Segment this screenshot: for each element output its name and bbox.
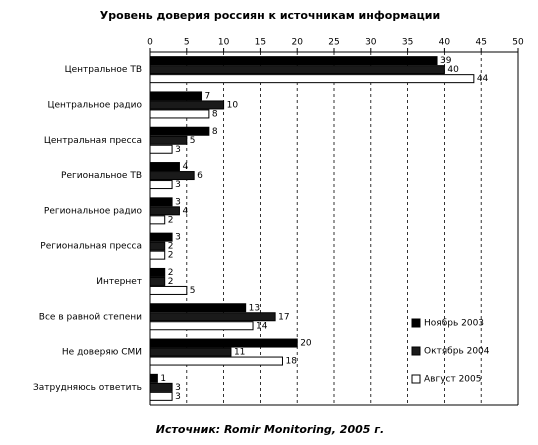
bar bbox=[149, 338, 298, 348]
data-label: 3 bbox=[175, 392, 181, 402]
legend-swatch bbox=[411, 318, 421, 328]
bar bbox=[149, 215, 166, 225]
y-tick-label: Затрудняюсь ответить bbox=[33, 383, 142, 393]
data-label: 3 bbox=[175, 197, 181, 207]
legend-swatch bbox=[411, 346, 421, 356]
x-tick-label: 35 bbox=[402, 38, 413, 48]
data-label: 2 bbox=[168, 277, 174, 287]
data-label: 4 bbox=[182, 206, 188, 216]
bar bbox=[149, 391, 173, 401]
bar bbox=[149, 267, 166, 277]
bar bbox=[149, 126, 210, 136]
x-tick-label: 10 bbox=[218, 38, 230, 48]
bar bbox=[149, 373, 158, 383]
bar bbox=[149, 91, 203, 101]
data-label: 8 bbox=[212, 127, 218, 137]
data-label: 2 bbox=[168, 268, 174, 278]
bar bbox=[149, 56, 438, 66]
data-label: 8 bbox=[212, 109, 218, 119]
bar bbox=[149, 241, 166, 251]
bar bbox=[149, 276, 166, 286]
bar bbox=[149, 382, 173, 392]
bar bbox=[149, 232, 173, 242]
legend-label: Август 2005 bbox=[424, 375, 481, 385]
bar bbox=[149, 285, 188, 295]
x-tick-label: 30 bbox=[365, 38, 377, 48]
y-tick-label: Интернет bbox=[96, 277, 142, 287]
data-label: 39 bbox=[440, 56, 452, 66]
x-tick-label: 15 bbox=[255, 38, 266, 48]
data-label: 2 bbox=[168, 251, 174, 261]
bar bbox=[149, 180, 173, 190]
y-tick-label: Региональное радио bbox=[44, 206, 143, 216]
bar bbox=[149, 162, 180, 172]
x-tick-label: 0 bbox=[147, 38, 153, 48]
source: Источник: Romir Monitoring, 2005 г. bbox=[156, 423, 384, 436]
y-tick-label: Центральное ТВ bbox=[65, 65, 142, 75]
x-tick-label: 50 bbox=[512, 38, 524, 48]
data-label: 10 bbox=[227, 100, 239, 110]
bar bbox=[149, 312, 276, 322]
data-label: 20 bbox=[300, 339, 312, 349]
bar bbox=[149, 144, 173, 154]
bar bbox=[149, 74, 475, 84]
bar bbox=[149, 197, 173, 207]
data-label: 18 bbox=[285, 357, 297, 367]
data-label: 3 bbox=[175, 180, 181, 190]
bar bbox=[149, 250, 166, 260]
y-tick-label: Не доверяю СМИ bbox=[62, 348, 142, 358]
legend-swatch bbox=[411, 374, 421, 384]
bar bbox=[149, 109, 210, 119]
y-tick-label: Региональная пресса bbox=[40, 242, 142, 252]
data-label: 11 bbox=[234, 348, 245, 358]
x-tick-label: 40 bbox=[439, 38, 451, 48]
bar bbox=[149, 347, 232, 357]
data-label: 2 bbox=[168, 242, 174, 252]
x-tick-label: 5 bbox=[184, 38, 190, 48]
data-label: 5 bbox=[190, 136, 196, 146]
bar bbox=[149, 100, 225, 110]
chart-title: Уровень доверия россиян к источникам инф… bbox=[100, 9, 440, 22]
bar bbox=[149, 321, 254, 331]
y-tick-label: Центральная пресса bbox=[44, 136, 142, 146]
data-label: 7 bbox=[205, 91, 211, 101]
data-label: 44 bbox=[477, 74, 489, 84]
data-label: 1 bbox=[160, 374, 166, 384]
bar bbox=[149, 65, 445, 75]
bar bbox=[149, 206, 180, 216]
data-label: 2 bbox=[168, 215, 174, 225]
legend-label: Октябрь 2004 bbox=[424, 347, 490, 357]
data-label: 14 bbox=[256, 321, 268, 331]
bar bbox=[149, 303, 247, 313]
bar bbox=[149, 171, 195, 181]
data-label: 6 bbox=[197, 171, 203, 181]
data-label: 3 bbox=[175, 145, 181, 155]
data-label: 17 bbox=[278, 312, 289, 322]
data-label: 40 bbox=[447, 65, 459, 75]
data-label: 3 bbox=[175, 383, 181, 393]
bar bbox=[149, 135, 188, 145]
x-tick-label: 45 bbox=[475, 38, 486, 48]
y-tick-label: Региональное ТВ bbox=[61, 171, 142, 181]
legend-label: Ноябрь 2003 bbox=[424, 319, 484, 329]
x-tick-label: 20 bbox=[291, 38, 303, 48]
data-label: 13 bbox=[249, 303, 260, 313]
x-tick-label: 25 bbox=[328, 38, 339, 48]
y-tick-label: Все в равной степени bbox=[39, 312, 142, 322]
bar bbox=[149, 356, 283, 366]
data-label: 4 bbox=[182, 162, 188, 172]
y-tick-label: Центральное радио bbox=[47, 100, 142, 110]
data-label: 3 bbox=[175, 233, 181, 243]
data-label: 5 bbox=[190, 286, 196, 296]
